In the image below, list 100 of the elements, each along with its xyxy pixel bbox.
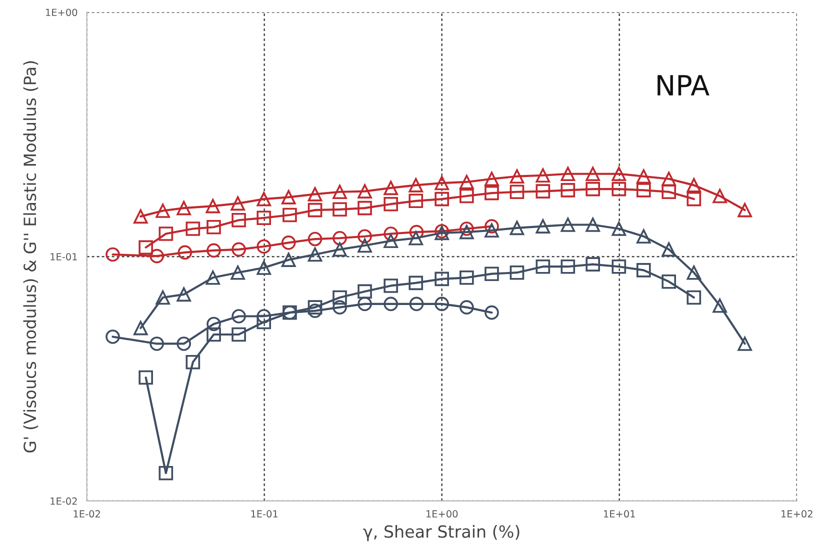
point: [156, 290, 170, 305]
point: [586, 257, 600, 272]
point: [586, 182, 600, 196]
point: [332, 202, 347, 217]
point: [460, 188, 474, 204]
point: [256, 192, 272, 206]
y-tick-label: 1E+00: [46, 8, 78, 16]
x-tick-label: 1E+01: [604, 510, 635, 518]
point: [460, 270, 474, 285]
point: [536, 168, 550, 183]
point: [686, 265, 702, 280]
point: [712, 298, 727, 313]
point: [484, 172, 499, 186]
point: [384, 226, 398, 241]
point: [612, 222, 626, 236]
point: [206, 198, 220, 214]
point: [484, 186, 499, 200]
point: [536, 259, 550, 274]
point: [232, 212, 246, 228]
point: [409, 224, 424, 240]
point: [484, 219, 499, 234]
point: [384, 296, 398, 312]
point: [434, 296, 450, 312]
point: [332, 230, 347, 246]
point: [408, 230, 424, 246]
point: [738, 202, 752, 218]
point: [738, 336, 752, 351]
x-tick-label: 1E+00: [426, 510, 458, 518]
point: [662, 274, 676, 289]
point: [358, 296, 372, 312]
point: [484, 266, 499, 281]
point: [281, 190, 296, 204]
x-axis-title: γ, Shear Strain (%): [363, 524, 520, 542]
point: [686, 192, 702, 206]
point: [230, 265, 245, 280]
point: [560, 166, 576, 182]
point: [460, 300, 474, 314]
point: [358, 238, 372, 253]
point: [256, 260, 272, 275]
point: [536, 219, 550, 234]
point: [510, 184, 524, 200]
point: [612, 182, 626, 196]
point: [332, 300, 347, 314]
point: [384, 234, 398, 248]
point: [536, 184, 550, 198]
point: [510, 220, 524, 236]
point: [308, 247, 322, 262]
point: [230, 196, 245, 211]
point: [636, 229, 651, 244]
point: [281, 252, 296, 267]
y-axis-title: G' (Visoucs modulus) & G'' Elastic Modulus (Pa): [23, 61, 38, 452]
point: [332, 184, 347, 200]
x-tick-label: 1E-01: [251, 510, 278, 518]
point: [612, 166, 626, 182]
point: [460, 222, 474, 236]
point: [586, 166, 600, 182]
point: [636, 169, 651, 184]
point: [358, 200, 372, 216]
point: [408, 194, 424, 208]
point: [636, 183, 651, 198]
point: [308, 187, 322, 202]
point: [612, 259, 626, 274]
point: [409, 296, 424, 312]
point: [384, 180, 398, 196]
point: [308, 232, 322, 246]
y-tick-label: 1E-01: [50, 253, 77, 260]
point: [384, 278, 398, 293]
point: [308, 202, 322, 218]
point: [484, 305, 499, 320]
point: [282, 208, 297, 222]
point: [662, 172, 676, 186]
point: [206, 243, 221, 258]
point: [206, 316, 221, 332]
point: [712, 188, 727, 204]
point: [156, 204, 170, 218]
point: [232, 242, 246, 257]
point: [434, 192, 450, 206]
x-tick-label: 1E+02: [782, 510, 812, 518]
point: [510, 169, 524, 184]
point: [281, 236, 296, 250]
point: [358, 184, 372, 198]
point: [586, 218, 600, 232]
point: [408, 178, 424, 192]
point: [686, 290, 702, 305]
point: [510, 265, 524, 280]
point: [560, 183, 576, 198]
point: [460, 174, 474, 190]
point: [332, 290, 347, 305]
point: [232, 327, 246, 342]
point: [232, 309, 246, 324]
y-tick-label: 1E-02: [50, 497, 77, 505]
point: [460, 224, 474, 240]
annotation: NPA: [658, 75, 710, 96]
point: [308, 300, 322, 314]
point: [206, 327, 221, 342]
point: [434, 272, 450, 286]
point: [358, 284, 372, 299]
point: [408, 276, 424, 290]
point: [560, 259, 576, 274]
point: [206, 220, 221, 234]
